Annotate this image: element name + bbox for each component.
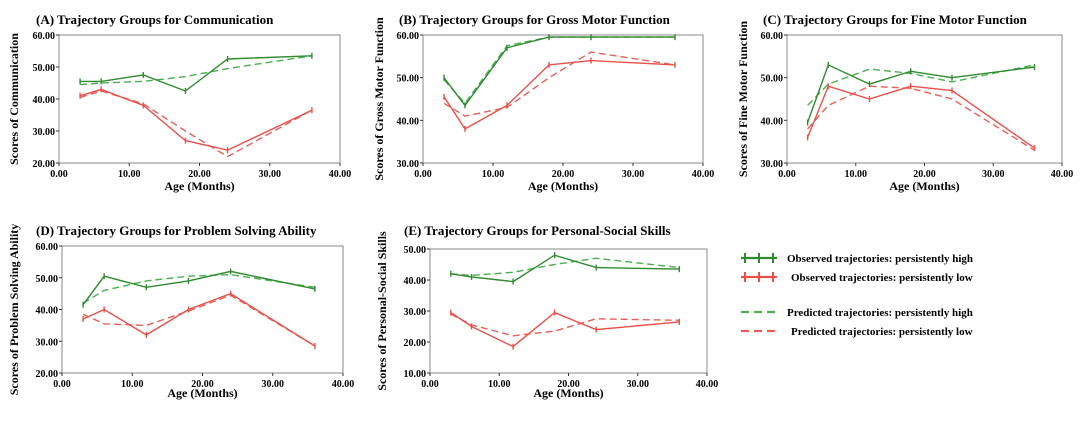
x-axis-label: Age (Months) xyxy=(167,386,237,400)
x-tick-label: 0.00 xyxy=(50,169,68,180)
predicted-high-line xyxy=(443,36,675,105)
observed-high-line xyxy=(82,270,316,306)
y-tick-label: 60.00 xyxy=(397,31,420,42)
x-tick-label: 10.00 xyxy=(488,379,511,390)
x-tick-label: 10.00 xyxy=(482,169,505,180)
x-tick-label: 40.00 xyxy=(1051,169,1074,180)
predicted-high-line xyxy=(80,55,313,86)
observed-low-line xyxy=(443,59,676,130)
y-tick-label: 40.00 xyxy=(36,306,59,317)
predicted-low-line xyxy=(807,85,1035,151)
plot-frame xyxy=(786,34,1063,164)
y-tick-label: 40.00 xyxy=(33,95,56,106)
y-tick-label: 50.00 xyxy=(33,63,56,74)
observed-low-line xyxy=(82,292,316,347)
y-tick-label: 40.00 xyxy=(397,116,420,127)
observed-high-line xyxy=(443,36,675,107)
x-tick-label: 0.00 xyxy=(53,379,71,390)
x-tick-label: 20.00 xyxy=(188,169,211,180)
chart-panel-e: (E) Trajectory Groups for Personal-Socia… xyxy=(375,223,718,400)
legend-label: Predicted trajectories: persistently low xyxy=(791,326,973,338)
x-tick-label: 30.00 xyxy=(259,169,282,180)
y-tick-label: 10.00 xyxy=(404,369,427,380)
x-tick-label: 40.00 xyxy=(696,379,719,390)
y-tick-label: 40.00 xyxy=(761,116,784,127)
plot-frame xyxy=(429,248,708,374)
y-tick-label: 50.00 xyxy=(36,274,59,285)
predicted-high-line xyxy=(82,273,316,304)
y-tick-label: 30.00 xyxy=(404,307,427,318)
chart-title: (D) Trajectory Groups for Problem Solvin… xyxy=(36,223,317,238)
y-tick-label: 30.00 xyxy=(33,127,56,138)
y-tick-label: 60.00 xyxy=(33,31,56,42)
predicted-high-line xyxy=(807,64,1035,106)
predicted-high-line xyxy=(450,257,680,277)
x-tick-label: 30.00 xyxy=(262,379,285,390)
predicted-low-line xyxy=(443,51,676,117)
y-tick-label: 40.00 xyxy=(404,276,427,287)
observed-low-line xyxy=(450,311,680,348)
legend: Observed trajectories: persistently high… xyxy=(741,253,973,338)
legend-label: Observed trajectories: persistently low xyxy=(791,272,973,284)
y-tick-label: 30.00 xyxy=(761,159,784,170)
x-tick-label: 10.00 xyxy=(845,169,868,180)
y-tick-label: 50.00 xyxy=(397,74,420,85)
y-tick-label: 20.00 xyxy=(36,369,59,380)
x-axis-label: Age (Months) xyxy=(164,179,234,193)
x-tick-label: 0.00 xyxy=(414,169,432,180)
legend-label: Observed trajectories: persistently high xyxy=(787,253,973,265)
x-tick-label: 10.00 xyxy=(121,379,144,390)
x-tick-label: 10.00 xyxy=(118,169,141,180)
chart-title: (C) Trajectory Groups for Fine Motor Fun… xyxy=(763,12,1028,27)
x-axis-label: Age (Months) xyxy=(533,386,603,400)
plot-frame xyxy=(422,34,704,164)
x-axis-label: Age (Months) xyxy=(528,179,598,193)
observed-low-line xyxy=(79,88,313,151)
y-tick-label: 30.00 xyxy=(397,159,420,170)
chart-title: (B) Trajectory Groups for Gross Motor Fu… xyxy=(399,12,671,27)
chart-title: (E) Trajectory Groups for Personal-Socia… xyxy=(404,223,671,238)
y-axis-label: Scores of Gross Motor Function xyxy=(372,17,386,181)
observed-low-line xyxy=(806,85,1035,149)
observed-high-line xyxy=(806,63,1035,123)
chart-panel-d: (D) Trajectory Groups for Problem Solvin… xyxy=(7,223,354,400)
y-tick-label: 20.00 xyxy=(33,159,56,170)
x-tick-label: 40.00 xyxy=(329,169,352,180)
y-tick-label: 50.00 xyxy=(761,74,784,85)
legend-label: Predicted trajectories: persistently hig… xyxy=(787,307,973,319)
chart-title: (A) Trajectory Groups for Communication xyxy=(36,12,274,27)
chart-panel-c: (C) Trajectory Groups for Fine Motor Fun… xyxy=(736,12,1073,193)
predicted-low-line xyxy=(450,313,680,337)
observed-high-line xyxy=(450,254,680,283)
observed-high-line xyxy=(80,55,312,92)
x-tick-label: 30.00 xyxy=(627,379,650,390)
chart-panel-a: (A) Trajectory Groups for Communication 2… xyxy=(7,12,351,193)
x-tick-label: 30.00 xyxy=(982,169,1005,180)
x-tick-label: 20.00 xyxy=(191,379,214,390)
x-tick-label: 0.00 xyxy=(778,169,796,180)
y-tick-label: 30.00 xyxy=(36,337,59,348)
x-tick-label: 20.00 xyxy=(913,169,936,180)
predicted-low-line xyxy=(79,90,313,158)
y-axis-label: Scores of Communication xyxy=(7,33,21,165)
y-tick-label: 60.00 xyxy=(761,31,784,42)
x-tick-label: 40.00 xyxy=(692,169,715,180)
y-axis-label: Scores of Problem Solving Ability xyxy=(7,224,21,396)
y-axis-label: Scores of Personal-Social Skills xyxy=(375,231,389,391)
x-tick-label: 0.00 xyxy=(421,379,439,390)
x-axis-label: Age (Months) xyxy=(889,179,959,193)
y-tick-label: 50.00 xyxy=(404,245,427,256)
y-tick-label: 20.00 xyxy=(404,338,427,349)
x-tick-label: 20.00 xyxy=(557,379,580,390)
x-tick-label: 40.00 xyxy=(332,379,355,390)
x-tick-label: 20.00 xyxy=(552,169,575,180)
chart-panel-b: (B) Trajectory Groups for Gross Motor Fu… xyxy=(372,12,714,193)
x-tick-label: 30.00 xyxy=(622,169,645,180)
predicted-low-line xyxy=(82,294,316,347)
y-axis-label: Scores of Fine Motor Function xyxy=(736,21,750,178)
y-tick-label: 60.00 xyxy=(36,242,59,253)
